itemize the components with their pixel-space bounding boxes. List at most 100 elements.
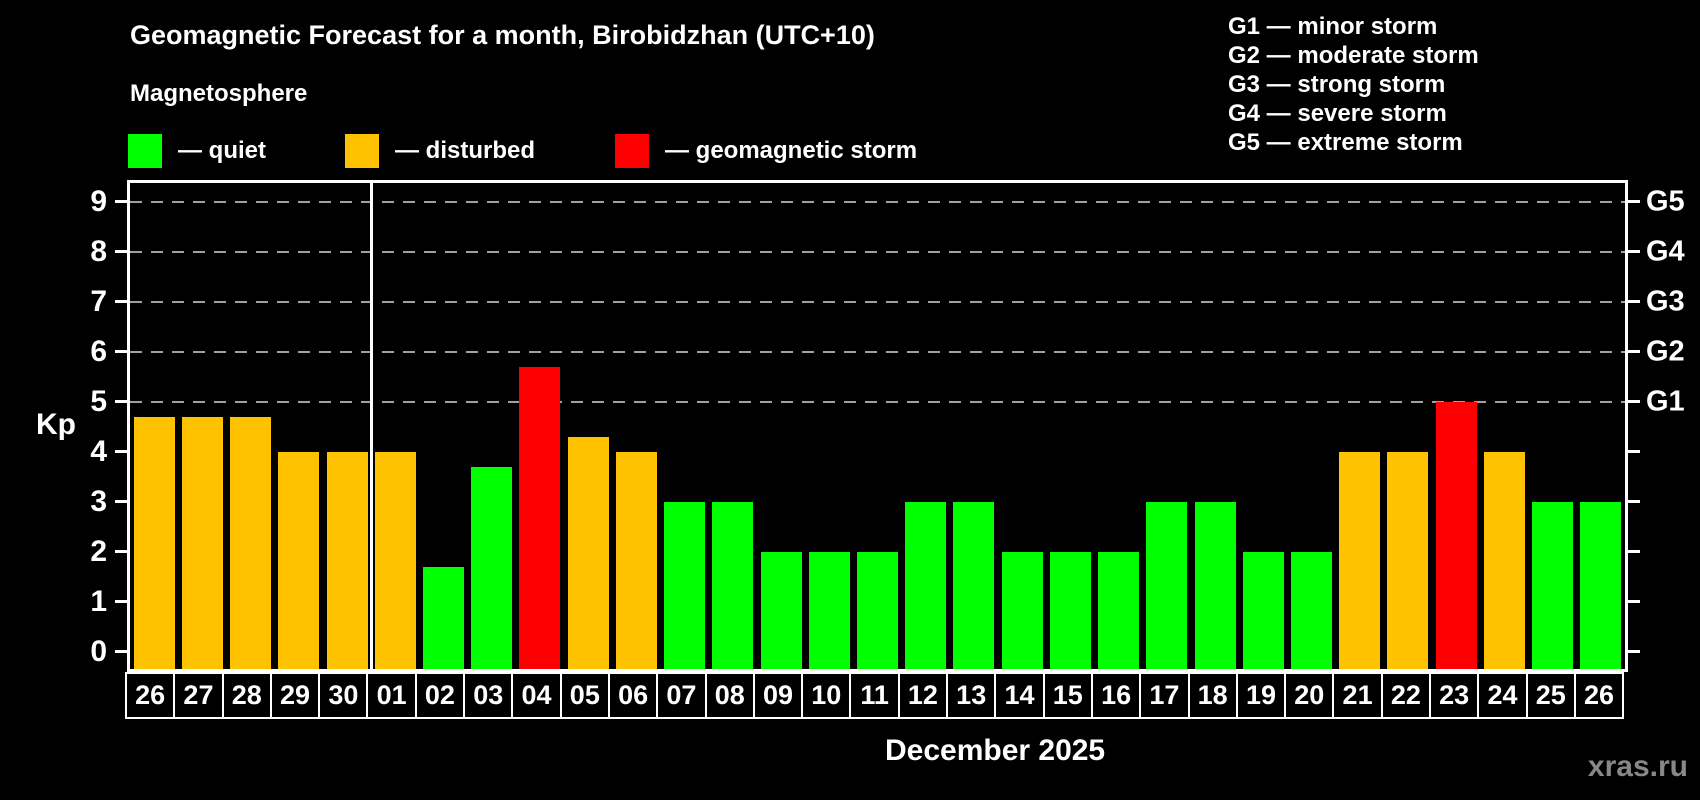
day-label-13: 13 bbox=[946, 672, 997, 719]
left-tick-2 bbox=[115, 550, 127, 553]
left-tick-6 bbox=[115, 350, 127, 353]
disturbed-color-swatch bbox=[345, 134, 379, 168]
bar-day-22-kp-4 bbox=[1387, 451, 1429, 669]
bar-day-12-kp-3 bbox=[905, 501, 947, 669]
left-tick-1 bbox=[115, 600, 127, 603]
bar-day-29-kp-4 bbox=[278, 451, 320, 669]
x-axis-day-labels: 26 27 28 29 30 01 02 03 04 05 06 07 08 09 10 11 12 13 14 15… bbox=[125, 672, 1625, 719]
day-label-11: 11 bbox=[849, 672, 900, 719]
bar-day-16-kp-2 bbox=[1098, 551, 1140, 669]
bar-day-15-kp-2 bbox=[1049, 551, 1091, 669]
day-label-28: 28 bbox=[221, 672, 272, 719]
storm-scale-g2: G2 — moderate storm bbox=[1228, 42, 1479, 69]
bar-day-05-kp-4.3 bbox=[567, 436, 609, 669]
legend-item-quiet: — quiet bbox=[128, 133, 266, 169]
bar-day-23-kp-5 bbox=[1435, 401, 1477, 669]
right-tick-4 bbox=[1628, 450, 1640, 453]
day-label-19: 19 bbox=[1235, 672, 1287, 719]
bar-day-24-kp-4 bbox=[1483, 451, 1525, 669]
right-tick-0 bbox=[1628, 650, 1640, 653]
day-label-22: 22 bbox=[1380, 672, 1432, 719]
gridline-kp-9 bbox=[130, 200, 1625, 203]
day-label-08: 08 bbox=[704, 672, 755, 719]
left-tick-3 bbox=[115, 500, 127, 503]
bar-day-02-kp-1.7 bbox=[422, 566, 464, 669]
left-tick-0 bbox=[115, 650, 127, 653]
bar-day-10-kp-2 bbox=[808, 551, 850, 669]
right-tick-5 bbox=[1628, 400, 1640, 403]
left-tick-4 bbox=[115, 450, 127, 453]
day-label-21: 21 bbox=[1332, 672, 1383, 719]
day-label-29: 29 bbox=[269, 672, 321, 719]
bar-day-13-kp-3 bbox=[953, 501, 995, 669]
page-title: Geomagnetic Forecast for a month, Birobi… bbox=[130, 20, 875, 50]
bar-day-17-kp-3 bbox=[1146, 501, 1188, 669]
g-scale-label-G3: G3 bbox=[1646, 285, 1685, 317]
bar-day-14-kp-2 bbox=[1001, 551, 1043, 669]
day-label-14: 14 bbox=[994, 672, 1045, 719]
y-tick-label-8: 8 bbox=[90, 234, 107, 268]
day-label-25: 25 bbox=[1525, 672, 1576, 719]
bar-day-30-kp-4 bbox=[326, 451, 368, 669]
bar-day-25-kp-3 bbox=[1532, 501, 1574, 669]
storm-scale-g3: G3 — strong storm bbox=[1228, 71, 1446, 98]
y-tick-label-3: 3 bbox=[90, 484, 107, 518]
y-tick-label-5: 5 bbox=[90, 384, 107, 418]
y-tick-label-2: 2 bbox=[90, 534, 107, 568]
month-label: December 2025 bbox=[884, 734, 1106, 767]
day-label-15: 15 bbox=[1042, 672, 1093, 719]
y-tick-label-0: 0 bbox=[90, 634, 107, 668]
bar-day-08-kp-3 bbox=[712, 501, 754, 669]
chart-subtitle: Magnetosphere bbox=[130, 80, 308, 107]
right-tick-8 bbox=[1628, 250, 1640, 253]
day-label-26: 26 bbox=[125, 672, 176, 719]
right-tick-2 bbox=[1628, 550, 1640, 553]
day-label-20: 20 bbox=[1284, 672, 1335, 719]
bar-day-11-kp-2 bbox=[856, 551, 898, 669]
bar-day-06-kp-4 bbox=[615, 451, 657, 669]
bar-day-07-kp-3 bbox=[664, 501, 706, 669]
bar-day-04-kp-5.7 bbox=[519, 366, 561, 669]
gridline-kp-8 bbox=[130, 250, 1625, 253]
y-tick-label-7: 7 bbox=[90, 284, 107, 318]
right-tick-1 bbox=[1628, 600, 1640, 603]
quiet-color-swatch bbox=[128, 134, 162, 168]
left-tick-7 bbox=[115, 300, 127, 303]
day-label-06: 06 bbox=[607, 672, 659, 719]
day-label-27: 27 bbox=[173, 672, 224, 719]
watermark: xras.ru bbox=[1587, 750, 1688, 783]
storm-color-swatch bbox=[615, 134, 649, 168]
legend-storm-label: — geomagnetic storm bbox=[665, 137, 918, 164]
day-label-03: 03 bbox=[463, 672, 514, 719]
y-tick-label-6: 6 bbox=[90, 334, 107, 368]
g-scale-label-G1: G1 bbox=[1646, 385, 1685, 417]
day-label-09: 09 bbox=[752, 672, 804, 719]
y-tick-label-9: 9 bbox=[90, 184, 107, 218]
bar-day-26-kp-3 bbox=[1580, 501, 1622, 669]
bar-day-09-kp-2 bbox=[760, 551, 802, 669]
bar-day-19-kp-2 bbox=[1242, 551, 1284, 669]
y-tick-label-4: 4 bbox=[90, 434, 107, 468]
day-label-07: 07 bbox=[656, 672, 707, 719]
g-scale-label-G4: G4 bbox=[1646, 235, 1685, 267]
bar-day-03-kp-3.7 bbox=[471, 466, 513, 669]
storm-scale-legend: G1 — minor storm G2 — moderate storm G3 … bbox=[1228, 12, 1479, 157]
bar-day-20-kp-2 bbox=[1291, 551, 1333, 669]
gridline-kp-7 bbox=[130, 300, 1625, 303]
day-label-17: 17 bbox=[1139, 672, 1190, 719]
bar-day-18-kp-3 bbox=[1194, 501, 1236, 669]
right-tick-7 bbox=[1628, 300, 1640, 303]
legend-disturbed-label: — disturbed bbox=[395, 137, 536, 164]
bar-day-21-kp-4 bbox=[1339, 451, 1381, 669]
day-label-18: 18 bbox=[1187, 672, 1238, 719]
day-label-16: 16 bbox=[1090, 672, 1142, 719]
storm-scale-g4: G4 — severe storm bbox=[1228, 100, 1447, 127]
day-label-01: 01 bbox=[366, 672, 417, 719]
y-axis-title: Kp bbox=[36, 408, 76, 441]
legend-quiet-label: — quiet bbox=[178, 137, 266, 164]
bar-day-27-kp-4.7 bbox=[181, 416, 223, 669]
gridline-kp-5 bbox=[130, 400, 1625, 403]
storm-scale-g5: G5 — extreme storm bbox=[1228, 129, 1463, 156]
day-label-23: 23 bbox=[1429, 672, 1480, 719]
bar-day-01-kp-4 bbox=[374, 451, 416, 669]
